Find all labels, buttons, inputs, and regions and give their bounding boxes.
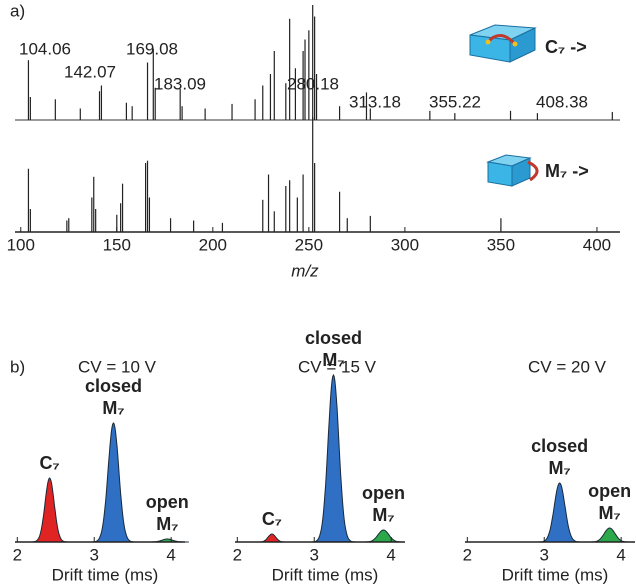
peak-label: M₇ [322,350,344,370]
peak-label: M₇ [372,505,394,525]
cage-icon-closed [469,24,537,63]
x-tick-label: 100 [7,235,35,254]
peak-label: open [362,483,405,503]
x-tick-label: 2 [463,545,472,564]
x-tick-label: 400 [583,235,611,254]
peak-label: open [588,481,631,501]
peak-label: 355.22 [429,92,481,111]
peak-label: 142.07 [64,62,116,81]
drift-peak [256,533,288,543]
x-tick-label: 4 [166,545,175,564]
cage-icon-open [486,154,539,187]
peak-label: C₇ [40,453,60,473]
panel-title: CV = 15 V [298,357,377,376]
species-label: M₇ -> [545,161,589,181]
peak-label: open [146,492,189,512]
peak-label: closed [85,376,142,396]
panel-label: a) [10,1,25,20]
species-label: C₇ -> [545,37,587,57]
peak-label: 104.06 [19,39,71,58]
drift-peak [91,422,136,543]
x-tick-label: 200 [199,235,227,254]
panel-title: CV = 10 V [78,357,157,376]
drift-peak [31,477,69,543]
x-tick-label: 3 [309,545,318,564]
drift-peak [588,527,632,543]
peak-label: 313.18 [349,92,401,111]
x-tick-label: 4 [386,545,395,564]
panel-label: b) [10,357,25,376]
peak-label: M₇ [102,398,124,418]
x-axis-label: Drift time (ms) [272,565,379,584]
drift-peak [361,529,405,543]
peak-label: 169.08 [126,39,178,58]
x-axis-label: m/z [291,261,319,280]
x-tick-label: 4 [616,545,625,564]
peak-label: M₇ [599,503,621,523]
x-tick-label: 350 [487,235,515,254]
drift-peak [311,373,355,543]
x-tick-label: 3 [539,545,548,564]
peak-label: M₇ [156,514,178,534]
peak-label: 183.09 [154,74,206,93]
peak-label: M₇ [549,458,571,478]
x-tick-label: 2 [13,545,22,564]
drift-peak [538,482,582,543]
peak-label: 280.18 [287,74,339,93]
peak-label: closed [531,436,588,456]
x-tick-label: 250 [295,235,323,254]
x-tick-label: 2 [233,545,242,564]
x-tick-label: 300 [391,235,419,254]
peak-label: closed [305,328,362,348]
peak-label: C₇ [262,509,282,529]
x-axis-label: Drift time (ms) [502,565,609,584]
x-tick-label: 150 [103,235,131,254]
x-tick-label: 3 [89,545,98,564]
peak-label: 408.38 [536,92,588,111]
panel-title: CV = 20 V [528,357,607,376]
x-axis-label: Drift time (ms) [52,565,159,584]
